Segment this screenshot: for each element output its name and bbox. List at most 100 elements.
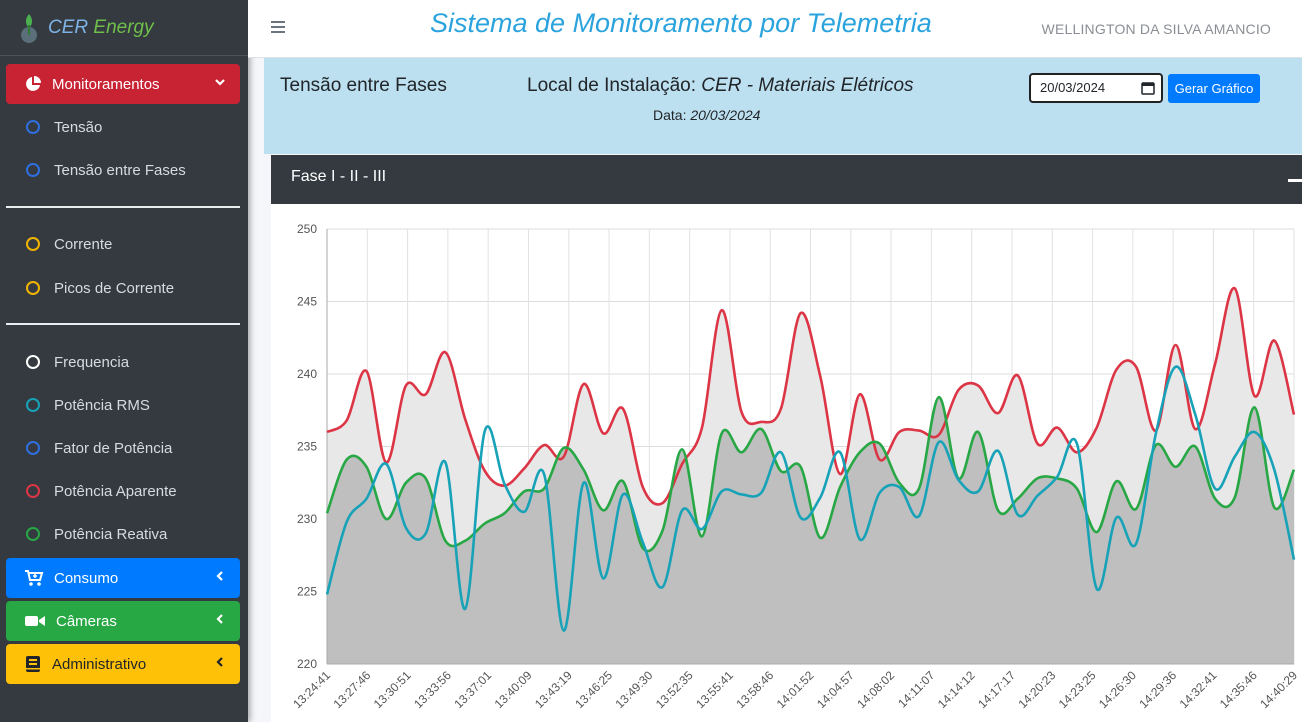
chevron-down-icon [215,79,225,86]
hamburger-menu-icon[interactable] [270,20,286,34]
video-camera-icon [25,616,45,626]
series-line-2 [325,395,1296,553]
x-tick-label: 14:23:25 [1056,668,1099,711]
x-tick-label: 14:29:36 [1136,668,1179,711]
brand[interactable]: CER Energy [0,0,248,56]
x-tick-label: 14:32:41 [1177,668,1220,711]
x-tick-label: 13:49:30 [613,668,656,711]
x-tick-label: 13:30:51 [371,668,414,711]
series-line-1 [326,287,1296,506]
nav-monitoramentos-label: Monitoramentos [52,75,160,93]
y-tick-label: 225 [297,585,317,599]
nav-administrativo[interactable]: Administrativo [6,644,240,684]
circle-icon [26,441,40,455]
nav-consumo-label: Consumo [54,569,119,587]
chevron-left-icon [216,614,223,624]
y-tick-label: 240 [297,367,317,381]
sidebar-item-corrente[interactable]: Corrente [26,232,112,256]
sidebar-item-label: Corrente [54,235,113,253]
nav-monitoramentos[interactable]: Monitoramentos [6,64,240,104]
circle-icon [26,281,40,295]
sidebar-item-label: Potência RMS [54,396,150,414]
card-body: 220 225 230 235 240 245 250 13:24:41 13:27:46 13:… [271,204,1302,722]
chevron-left-icon [216,657,223,667]
sidebar-item-label: Frequencia [54,353,130,371]
voltage-chart: 22022523023524024525013:24:4113:27:4613:… [290,222,1300,711]
sidebar-item-label: Potência Reativa [54,525,168,543]
topbar: Sistema de Monitoramento por Telemetria … [248,0,1302,58]
sidebar: CER Energy Monitoramentos Tensão Tensão … [0,0,248,722]
date-input-value: 20/03/2024 [1040,80,1106,95]
location-value: CER - Materiais Elétricos [701,75,914,96]
date-input[interactable]: 20/03/2024 [1029,73,1163,103]
date-value: 20/03/2024 [690,107,761,123]
brand-energy: Energy [93,16,154,38]
x-tick-label: 13:40:09 [492,668,535,711]
date-label: Data: [653,107,687,123]
nav-cameras[interactable]: Câmeras [6,601,240,641]
x-tick-label: 13:37:01 [451,668,494,711]
sidebar-item-label: Tensão [54,118,103,136]
y-tick-label: 230 [297,512,317,526]
pie-chart-icon [26,76,41,91]
y-tick-label: 245 [297,295,317,309]
user-name[interactable]: WELLINGTON DA SILVA AMANCIO [1041,21,1271,37]
x-tick-label: 14:08:02 [854,668,897,711]
circle-icon [26,237,40,251]
collapse-icon[interactable] [1288,179,1302,182]
sidebar-item-label: Fator de Potência [54,439,173,457]
circle-icon [26,355,40,369]
brand-logo-icon [21,13,37,43]
info-date: Data: 20/03/2024 [653,107,760,123]
divider [6,323,240,325]
calendar-icon[interactable] [1141,81,1155,95]
sidebar-item-potencia-aparente[interactable]: Potência Aparente [26,479,177,503]
divider [6,206,240,208]
nav-cameras-label: Câmeras [56,612,117,630]
sidebar-item-frequencia[interactable]: Frequencia [26,350,129,374]
x-tick-label: 13:43:19 [532,668,575,711]
x-tick-label: 14:17:17 [975,668,1018,711]
y-tick-label: 220 [297,657,317,671]
sidebar-item-label: Picos de Corrente [54,279,175,297]
x-tick-label: 14:14:12 [935,668,978,711]
sidebar-item-label: Tensão entre Fases [54,161,186,179]
nav-consumo[interactable]: Consumo [6,558,240,598]
x-tick-label: 13:24:41 [290,668,333,711]
chevron-left-icon [216,571,223,581]
page-title: Sistema de Monitoramento por Telemetria [430,8,932,38]
circle-icon [26,120,40,134]
location-label: Local de Instalação: [527,75,697,96]
x-tick-label: 13:55:41 [693,668,736,711]
x-tick-label: 13:52:35 [653,668,696,711]
circle-icon [26,527,40,541]
x-tick-label: 13:46:25 [572,668,615,711]
sidebar-item-tensao-entre-fases[interactable]: Tensão entre Fases [26,158,186,182]
nav-administrativo-label: Administrativo [52,655,147,673]
sidebar-item-fator-de-potencia[interactable]: Fator de Potência [26,436,172,460]
generate-chart-button[interactable]: Gerar Gráfico [1168,74,1260,103]
x-tick-label: 13:58:46 [733,668,776,711]
x-tick-label: 13:27:46 [330,668,373,711]
y-tick-label: 250 [297,222,317,236]
x-tick-label: 14:01:52 [774,668,817,711]
sidebar-item-potencia-reativa[interactable]: Potência Reativa [26,522,167,546]
sidebar-item-picos-de-corrente[interactable]: Picos de Corrente [26,276,174,300]
sidebar-item-tensao[interactable]: Tensão [26,115,102,139]
sidebar-item-label: Potência Aparente [54,482,177,500]
brand-cer: CER [48,16,89,38]
x-tick-label: 13:33:56 [411,668,454,711]
series-line-3 [325,365,1296,632]
book-icon [26,656,40,672]
x-tick-label: 14:26:30 [1096,668,1139,711]
card-header: Fase I - II - III [271,155,1302,204]
x-tick-label: 14:40:29 [1257,668,1300,711]
y-tick-label: 235 [297,440,317,454]
x-tick-label: 14:35:46 [1217,668,1260,711]
x-tick-label: 14:11:07 [895,668,938,711]
circle-icon [26,484,40,498]
sidebar-item-potencia-rms[interactable]: Potência RMS [26,393,150,417]
series-area-2 [327,397,1294,664]
info-panel: Tensão entre Fases Local de Instalação: … [264,58,1302,154]
circle-icon [26,163,40,177]
